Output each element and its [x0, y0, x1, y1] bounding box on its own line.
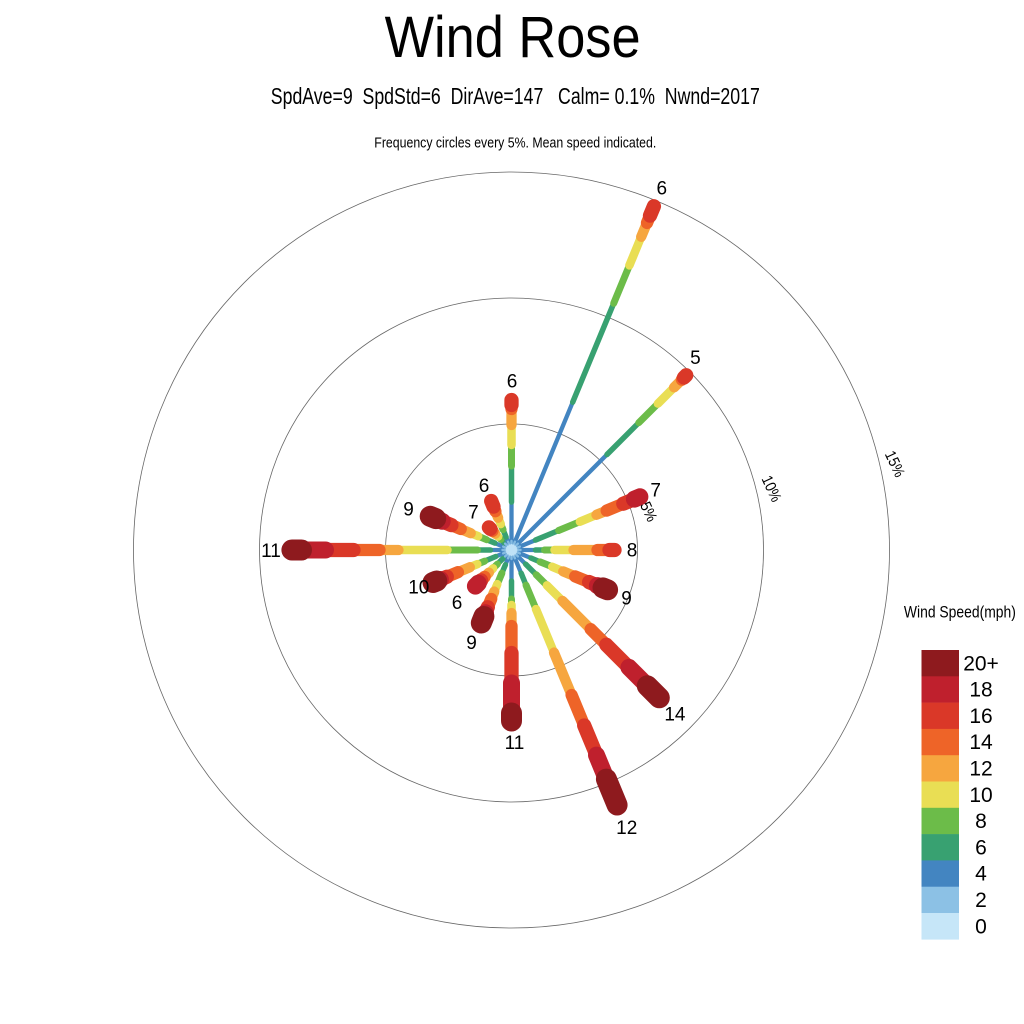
svg-text:4: 4 [975, 863, 987, 886]
svg-text:12: 12 [616, 818, 637, 839]
svg-text:11: 11 [261, 541, 281, 562]
svg-text:5%: 5% [636, 499, 660, 524]
svg-text:9: 9 [403, 499, 414, 520]
svg-text:18: 18 [969, 679, 992, 702]
svg-text:SpdAve=9 SpdStd=6 DirAve=147: SpdAve=9 SpdStd=6 DirAve=147 Calm= 0.1% … [271, 83, 760, 109]
svg-text:Wind Rose: Wind Rose [385, 5, 641, 70]
svg-text:12: 12 [969, 757, 992, 780]
svg-text:Frequency circles every 5%. Me: Frequency circles every 5%. Mean speed i… [374, 136, 656, 152]
svg-text:8: 8 [975, 810, 987, 833]
svg-text:9: 9 [466, 633, 477, 654]
svg-text:0: 0 [975, 915, 987, 938]
svg-text:10: 10 [969, 784, 992, 807]
svg-text:Wind Speed(mph): Wind Speed(mph) [904, 603, 1016, 622]
svg-text:6: 6 [479, 476, 490, 497]
svg-text:6: 6 [975, 836, 987, 859]
svg-text:14: 14 [969, 731, 993, 754]
svg-text:7: 7 [650, 481, 661, 502]
svg-text:16: 16 [969, 705, 992, 728]
svg-text:11: 11 [505, 733, 525, 754]
svg-text:20+: 20+ [963, 652, 999, 675]
svg-text:8: 8 [627, 540, 638, 561]
svg-text:7: 7 [468, 503, 479, 524]
svg-text:10: 10 [408, 578, 429, 599]
svg-text:5: 5 [690, 348, 701, 369]
svg-text:14: 14 [664, 705, 686, 726]
svg-text:6: 6 [452, 593, 463, 614]
svg-text:6: 6 [657, 179, 668, 200]
svg-text:2: 2 [975, 889, 987, 912]
svg-text:9: 9 [621, 588, 632, 609]
svg-text:6: 6 [507, 371, 518, 392]
